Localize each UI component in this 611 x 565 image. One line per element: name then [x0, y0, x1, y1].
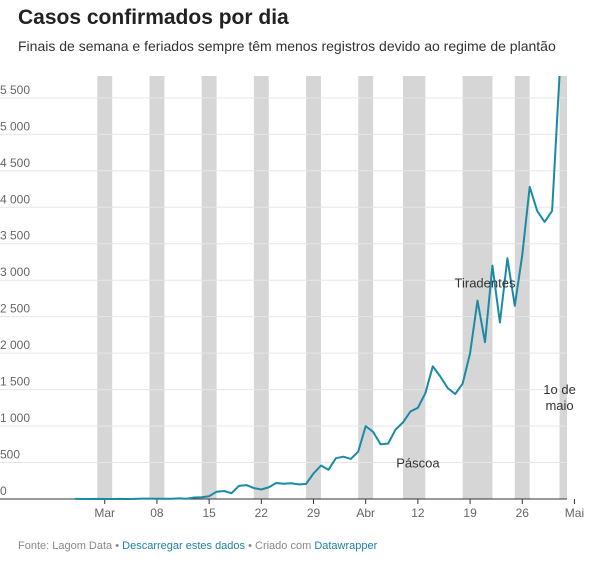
line-chart: 0 500 1 000 1 500 2 000 2 500 3 000 3 500 4 000 4…	[0, 75, 584, 520]
shaded-period	[201, 76, 217, 499]
x-tick-label: 26	[516, 506, 530, 520]
x-tick-label: 08	[150, 506, 164, 520]
chart-title: Casos confirmados por dia	[18, 6, 289, 29]
x-tick-label: Mar	[94, 506, 115, 520]
y-tick-label: 3 500	[0, 229, 30, 243]
shaded-period	[462, 76, 478, 499]
annotation-label: Tiradentes	[455, 276, 516, 291]
x-axis-ticks: Mar 08 15 22 29 Abr 12 19 26 Mai	[94, 499, 584, 520]
series-line	[74, 75, 561, 500]
shaded-period	[514, 76, 530, 499]
footer-created-with: • Criado com	[245, 540, 315, 552]
x-tick-label: 22	[255, 506, 269, 520]
y-tick-label: 4 500	[0, 156, 30, 170]
shaded-period	[149, 76, 165, 499]
y-tick-label: 2 000	[0, 338, 30, 352]
datawrapper-link[interactable]: Datawrapper	[314, 540, 378, 552]
x-tick-label: 29	[307, 506, 321, 520]
y-tick-label: 1 000	[0, 411, 30, 425]
y-tick-label: 500	[0, 448, 20, 462]
annotation-line: Páscoa	[396, 456, 440, 471]
annotation-line: 1o de	[543, 382, 576, 397]
footer: Fonte: Lagom Data • Descarregar estes da…	[18, 540, 377, 552]
annotation-line: maio	[545, 398, 573, 413]
download-data-link[interactable]: Descarregar estes dados	[122, 540, 246, 552]
shaded-periods	[97, 76, 567, 499]
annotation-line: Tiradentes	[455, 276, 516, 291]
y-tick-label: 0	[0, 484, 7, 498]
shaded-period	[253, 76, 269, 499]
x-tick-label: 15	[202, 506, 216, 520]
gridlines	[0, 97, 567, 464]
y-tick-label: 5 500	[0, 83, 30, 97]
y-tick-label: 4 000	[0, 192, 30, 206]
y-tick-label: 3 000	[0, 265, 30, 279]
y-tick-label: 1 500	[0, 375, 30, 389]
y-axis-ticks: 0 500 1 000 1 500 2 000 2 500 3 000 3 500 4 000 4…	[0, 83, 30, 498]
shaded-period	[358, 76, 374, 499]
shaded-period	[402, 76, 426, 499]
annotation-label: 1o de maio	[543, 382, 576, 413]
x-tick-label: Mai	[565, 506, 584, 520]
chart-subtitle: Finais de semana e feriados sempre têm m…	[18, 38, 556, 54]
x-tick-label: 19	[463, 506, 477, 520]
annotations: Páscoa Tiradentes 1o de maio	[396, 276, 576, 471]
x-tick-label: 12	[411, 506, 425, 520]
footer-separator: •	[112, 540, 123, 552]
y-tick-label: 2 500	[0, 302, 30, 316]
annotation-label: Páscoa	[396, 456, 440, 471]
y-tick-label: 5 000	[0, 119, 30, 133]
x-tick-label: Abr	[356, 506, 375, 520]
shaded-period	[477, 76, 493, 499]
source-note: Fonte: Lagom Data	[18, 540, 113, 552]
shaded-period	[559, 76, 567, 499]
shaded-period	[306, 76, 321, 499]
shaded-period	[97, 76, 113, 499]
